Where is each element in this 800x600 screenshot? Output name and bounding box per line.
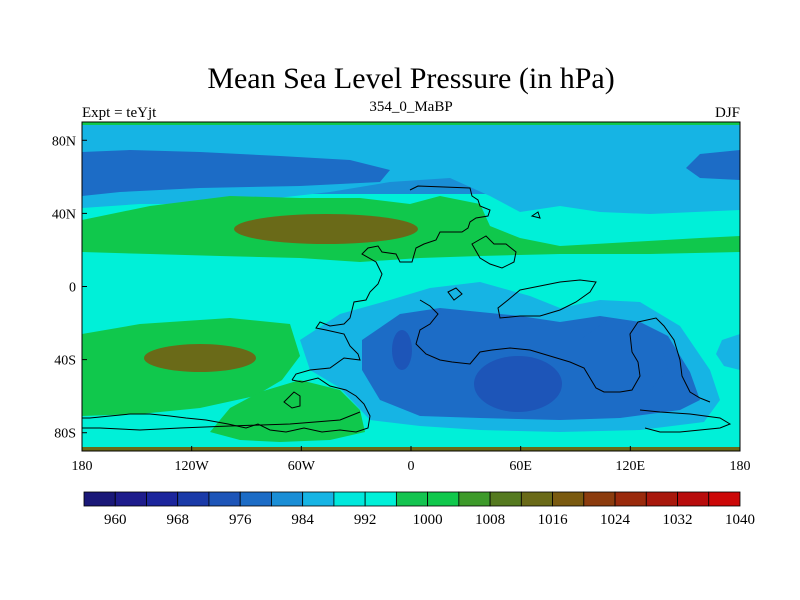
colorbar-swatch bbox=[583, 491, 616, 507]
colorbar-swatch bbox=[239, 491, 272, 507]
map-plot bbox=[82, 122, 740, 451]
colorbar-label: 1040 bbox=[725, 512, 755, 528]
coastline-island-3 bbox=[530, 211, 541, 219]
north-pacific-low bbox=[686, 150, 740, 180]
colorbar-swatch bbox=[333, 491, 366, 507]
south-pacific-high-core bbox=[144, 344, 256, 372]
season-label: DJF bbox=[715, 105, 740, 121]
colorbar-swatch bbox=[427, 491, 460, 507]
period-label: 354_0_MaBP bbox=[369, 99, 452, 115]
colorbar-label: 968 bbox=[166, 512, 189, 528]
colorbar-swatch bbox=[645, 491, 678, 507]
colorbar-swatch bbox=[458, 491, 491, 507]
colorbar-label: 960 bbox=[104, 512, 127, 528]
colorbar-label: 1024 bbox=[600, 512, 631, 528]
colorbar-label: 1000 bbox=[413, 512, 443, 528]
colorbar-swatch bbox=[208, 491, 241, 507]
east-edge-low bbox=[716, 334, 740, 370]
x-tick-label: 60W bbox=[288, 459, 316, 474]
colorbar-swatch bbox=[177, 491, 210, 507]
y-axis: 80N 40N 0 40S 80S bbox=[52, 134, 87, 442]
y-tick-label: 80N bbox=[52, 134, 76, 149]
colorbar-label: 976 bbox=[229, 512, 252, 528]
colorbar-swatch bbox=[395, 491, 429, 507]
east-low bbox=[580, 318, 668, 392]
y-tick-label: 80S bbox=[54, 427, 76, 442]
y-tick-label: 40S bbox=[54, 354, 76, 369]
coastline-north-continent bbox=[291, 185, 491, 381]
colorbar-swatch bbox=[677, 491, 710, 507]
colorbar: 960 968 976 984 992 1000 1008 1016 1024 1032 1040 bbox=[83, 491, 755, 528]
top-edge-strip bbox=[82, 122, 740, 125]
coastline-south-low bbox=[82, 411, 361, 431]
colorbar-swatch bbox=[271, 491, 304, 507]
colorbar-swatch bbox=[489, 491, 522, 507]
experiment-label: Expt = teYjt bbox=[82, 105, 157, 121]
colorbar-label: 1032 bbox=[663, 512, 693, 528]
coastline-island-5 bbox=[283, 391, 301, 409]
colorbar-swatch bbox=[708, 491, 741, 507]
colorbar-swatch bbox=[146, 491, 179, 507]
x-tick-label: 0 bbox=[408, 459, 415, 474]
y-tick-label: 0 bbox=[69, 281, 76, 296]
colorbar-label: 1008 bbox=[475, 512, 505, 528]
chart-title: Mean Sea Level Pressure (in hPa) bbox=[207, 62, 614, 95]
colorbar-swatch bbox=[83, 491, 116, 507]
north-pacific-low bbox=[82, 150, 390, 196]
coastlines bbox=[82, 185, 732, 433]
colorbar-swatch bbox=[614, 491, 647, 507]
colorbar-label: 1016 bbox=[538, 512, 569, 528]
colorbar-swatch bbox=[302, 491, 335, 507]
coastline-island-4 bbox=[497, 279, 597, 319]
coastline-gondwana bbox=[415, 299, 711, 403]
south-atlantic-high bbox=[210, 380, 365, 442]
north-high-core bbox=[234, 214, 418, 244]
colorbar-label: 984 bbox=[291, 512, 314, 528]
y-tick-label: 40N bbox=[52, 207, 76, 222]
colorbar-swatch bbox=[364, 491, 397, 507]
x-tick-label: 180 bbox=[730, 459, 751, 474]
gondwana-low-core bbox=[392, 330, 412, 370]
x-tick-label: 180 bbox=[72, 459, 93, 474]
gondwana-low-core bbox=[474, 356, 562, 412]
colorbar-swatch bbox=[552, 491, 585, 507]
northern-band bbox=[82, 124, 740, 214]
coastline-south-block bbox=[82, 377, 371, 433]
colorbar-label: 992 bbox=[354, 512, 377, 528]
colorbar-swatch bbox=[114, 491, 147, 507]
x-tick-label: 60E bbox=[509, 459, 532, 474]
x-axis: 180 120W 60W 0 60E 120E 180 bbox=[72, 446, 751, 474]
x-tick-label: 120E bbox=[616, 459, 646, 474]
coastline-island-1 bbox=[471, 235, 517, 269]
coastline-island-2 bbox=[447, 287, 463, 301]
x-tick-label: 120W bbox=[175, 459, 210, 474]
colorbar-swatch bbox=[520, 491, 553, 507]
coastline-antarctic-east bbox=[639, 409, 732, 433]
